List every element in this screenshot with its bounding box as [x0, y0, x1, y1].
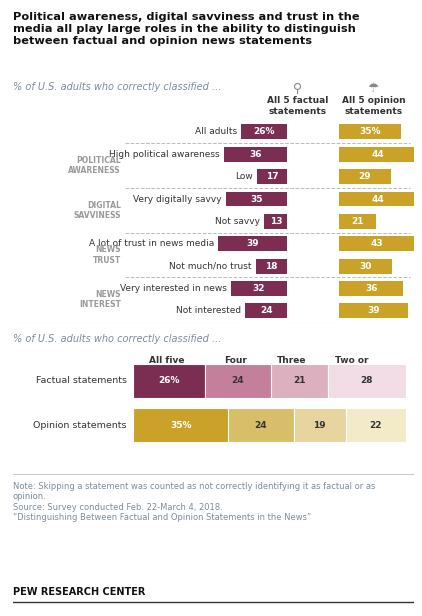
Text: High political awareness: High political awareness: [109, 150, 220, 159]
Text: All 5 opinion
statements: All 5 opinion statements: [342, 96, 405, 116]
FancyBboxPatch shape: [328, 364, 406, 398]
FancyBboxPatch shape: [339, 281, 403, 296]
FancyBboxPatch shape: [271, 364, 328, 398]
FancyBboxPatch shape: [339, 147, 417, 162]
Text: Political awareness, digital savviness and trust in the
media all play large rol: Political awareness, digital savviness a…: [13, 12, 359, 46]
Text: DIGITAL
SAVVINESS: DIGITAL SAVVINESS: [73, 201, 121, 220]
FancyBboxPatch shape: [294, 408, 346, 442]
Text: All adults: All adults: [195, 128, 238, 136]
FancyBboxPatch shape: [245, 304, 287, 318]
Text: ⚲: ⚲: [293, 82, 302, 95]
Text: 43: 43: [371, 239, 384, 248]
Text: 39: 39: [246, 239, 259, 248]
Text: 28: 28: [361, 376, 373, 386]
Text: 24: 24: [255, 421, 268, 430]
Text: 17: 17: [266, 172, 279, 181]
Text: Four: Four: [224, 356, 246, 365]
Text: 30: 30: [360, 262, 372, 270]
FancyBboxPatch shape: [339, 169, 390, 184]
Text: NEWS
TRUST: NEWS TRUST: [93, 245, 121, 265]
FancyBboxPatch shape: [256, 259, 287, 274]
FancyBboxPatch shape: [264, 214, 287, 229]
FancyBboxPatch shape: [339, 304, 408, 318]
Text: Very digitally savvy: Very digitally savvy: [133, 195, 222, 203]
Text: 36: 36: [365, 284, 377, 293]
Text: PEW RESEARCH CENTER: PEW RESEARCH CENTER: [13, 587, 145, 597]
Text: Not interested: Not interested: [176, 306, 241, 315]
Text: 26%: 26%: [158, 376, 179, 386]
Text: Opinion statements: Opinion statements: [33, 421, 127, 430]
Text: 24: 24: [231, 376, 244, 386]
Text: NEWS
INTEREST: NEWS INTEREST: [79, 290, 121, 309]
Text: Two or
fewer: Two or fewer: [335, 356, 368, 376]
FancyBboxPatch shape: [231, 281, 287, 296]
Text: A lot of trust in news media: A lot of trust in news media: [89, 239, 214, 248]
Text: 21: 21: [352, 217, 364, 226]
Text: 29: 29: [359, 172, 371, 181]
Text: Low: Low: [235, 172, 253, 181]
FancyBboxPatch shape: [225, 192, 287, 206]
FancyBboxPatch shape: [257, 169, 287, 184]
Text: 18: 18: [265, 262, 278, 270]
Text: 21: 21: [293, 376, 306, 386]
Text: 22: 22: [369, 421, 382, 430]
FancyBboxPatch shape: [339, 237, 415, 251]
Text: Factual statements: Factual statements: [36, 376, 127, 386]
Text: 19: 19: [314, 421, 326, 430]
FancyBboxPatch shape: [339, 192, 417, 206]
Text: % of U.S. adults who correctly classified ...: % of U.S. adults who correctly classifie…: [13, 334, 221, 344]
Text: 26%: 26%: [254, 128, 275, 136]
FancyBboxPatch shape: [224, 147, 287, 162]
Text: 32: 32: [253, 284, 265, 293]
FancyBboxPatch shape: [241, 124, 287, 139]
FancyBboxPatch shape: [339, 124, 401, 139]
Text: All 5 factual
statements: All 5 factual statements: [267, 96, 328, 116]
FancyBboxPatch shape: [346, 408, 406, 442]
Text: Note: Skipping a statement was counted as not correctly identifying it as factua: Note: Skipping a statement was counted a…: [13, 482, 375, 522]
FancyBboxPatch shape: [205, 364, 271, 398]
Text: 35: 35: [250, 195, 262, 203]
Text: 35%: 35%: [170, 421, 192, 430]
Text: All five: All five: [149, 356, 185, 365]
Text: 13: 13: [270, 217, 282, 226]
Text: 36: 36: [249, 150, 262, 159]
FancyBboxPatch shape: [339, 259, 392, 274]
Text: ☂: ☂: [368, 82, 379, 95]
FancyBboxPatch shape: [339, 214, 376, 229]
FancyBboxPatch shape: [133, 408, 228, 442]
Text: Not savvy: Not savvy: [215, 217, 260, 226]
Text: POLITICAL
AWARENESS: POLITICAL AWARENESS: [68, 156, 121, 175]
FancyBboxPatch shape: [133, 364, 205, 398]
Text: Three: Three: [276, 356, 306, 365]
Text: 44: 44: [372, 195, 384, 203]
Text: % of U.S. adults who correctly classified ...: % of U.S. adults who correctly classifie…: [13, 82, 221, 92]
Text: Not much/no trust: Not much/no trust: [169, 262, 252, 270]
Text: 44: 44: [372, 150, 384, 159]
FancyBboxPatch shape: [219, 237, 287, 251]
Text: 35%: 35%: [360, 128, 381, 136]
FancyBboxPatch shape: [228, 408, 294, 442]
Text: Very interested in news: Very interested in news: [120, 284, 227, 293]
Text: 39: 39: [368, 306, 380, 315]
Text: 24: 24: [260, 306, 273, 315]
